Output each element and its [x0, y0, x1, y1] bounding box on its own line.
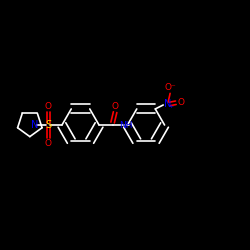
Text: O: O	[45, 102, 52, 111]
Text: O: O	[178, 98, 185, 107]
Text: O: O	[112, 102, 118, 111]
Text: N: N	[31, 120, 38, 130]
Text: O⁻: O⁻	[164, 83, 176, 92]
Text: NH: NH	[120, 120, 133, 130]
Text: N: N	[164, 99, 172, 109]
Text: +: +	[168, 104, 173, 109]
Text: S: S	[45, 120, 52, 130]
Text: O: O	[45, 139, 52, 148]
